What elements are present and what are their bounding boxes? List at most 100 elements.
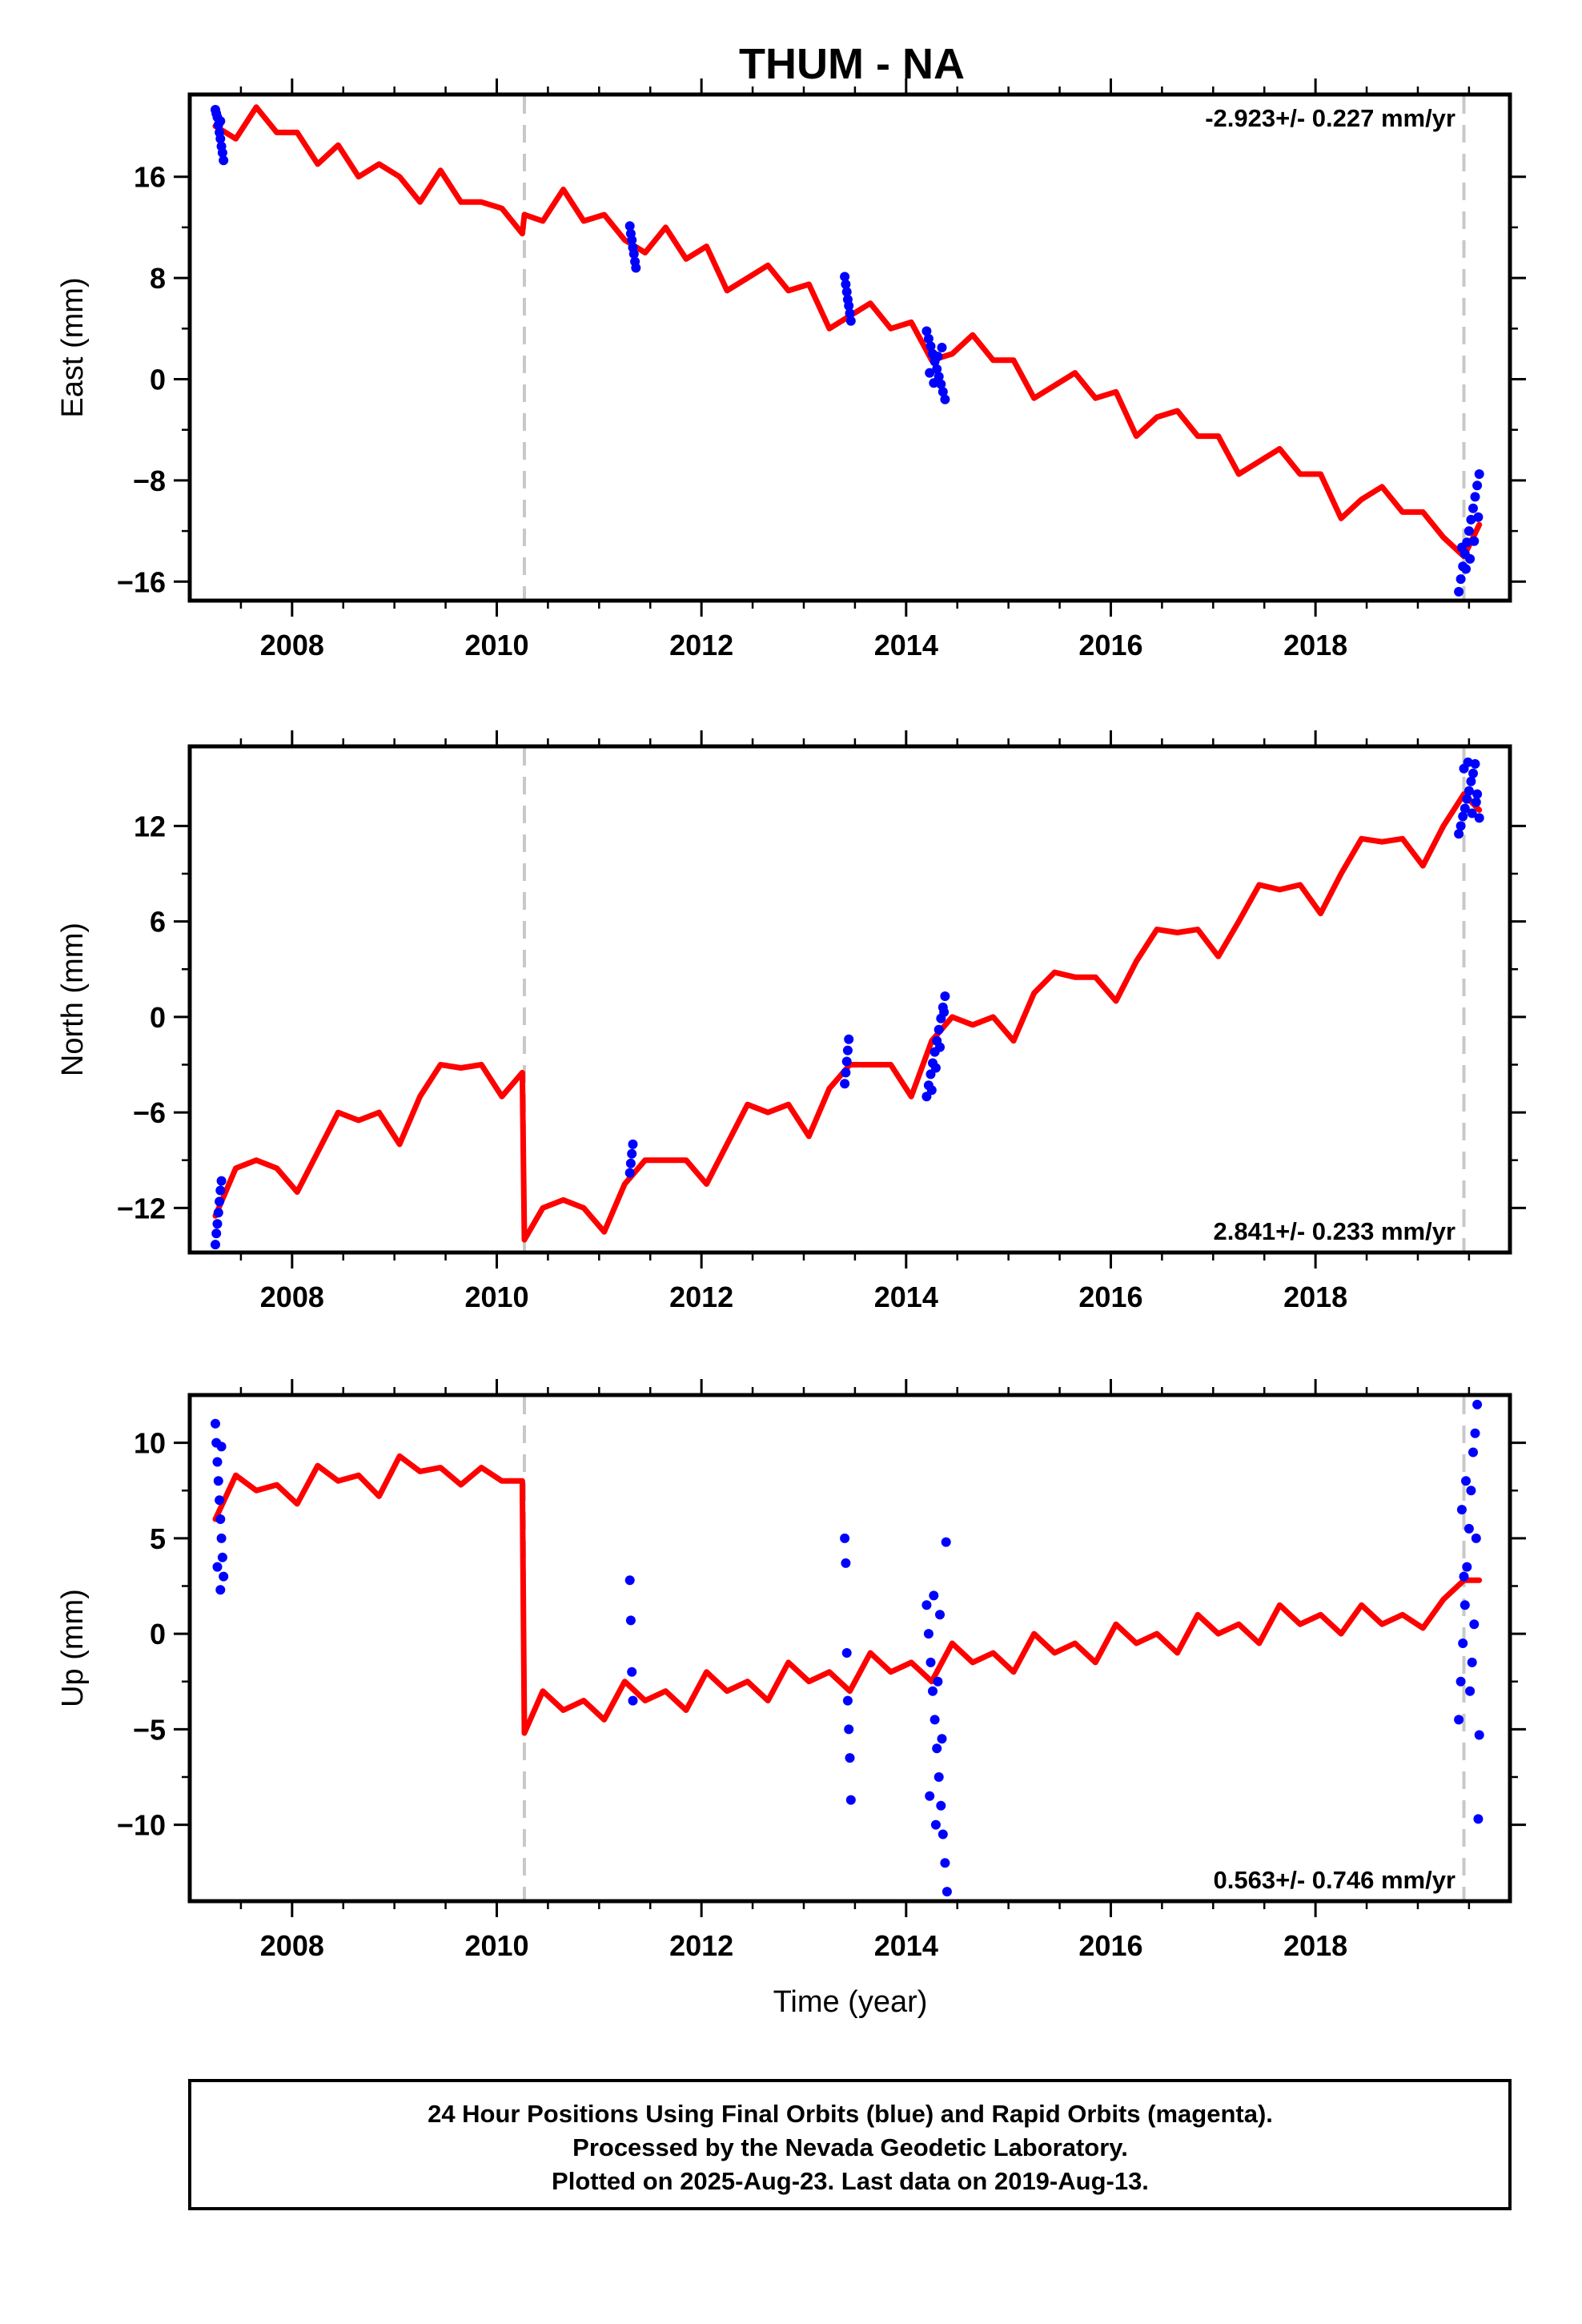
position-point: [1474, 469, 1484, 479]
position-point: [840, 1079, 850, 1089]
position-point: [844, 300, 854, 311]
position-point: [627, 1667, 637, 1677]
position-point: [940, 394, 950, 404]
velocity-label: 0.563+/- 0.746 mm/yr: [1214, 1866, 1456, 1894]
x-tick-label: 2018: [1283, 629, 1347, 661]
position-point: [939, 1007, 950, 1017]
position-point: [841, 1068, 851, 1078]
position-point: [1473, 1814, 1484, 1824]
position-point: [215, 134, 226, 144]
figure-title: THUM - NA: [739, 40, 965, 88]
position-point: [841, 279, 851, 289]
x-tick-label: 2018: [1283, 1281, 1347, 1313]
position-point: [216, 1533, 227, 1543]
position-point: [932, 364, 942, 374]
x-tick-label: 2008: [260, 1929, 324, 1962]
position-point: [213, 1208, 223, 1218]
footer-line-3: Plotted on 2025-Aug-23. Last data on 201…: [552, 2167, 1149, 2195]
position-point: [929, 378, 939, 388]
position-point: [624, 1168, 635, 1178]
position-point: [1473, 512, 1484, 522]
position-point: [1460, 803, 1470, 814]
position-point: [628, 249, 639, 259]
position-point: [1469, 536, 1480, 546]
position-point: [840, 271, 850, 282]
position-point: [1456, 574, 1466, 585]
y-tick-label: 0: [150, 1001, 166, 1034]
position-point: [1466, 514, 1476, 525]
position-point: [845, 1753, 855, 1763]
position-point: [1470, 492, 1480, 502]
position-point: [941, 1537, 951, 1547]
position-point: [215, 1196, 225, 1207]
position-point: [940, 1858, 950, 1868]
position-point: [1467, 808, 1477, 818]
y-axis-label: North (mm): [56, 923, 90, 1076]
position-point: [841, 1648, 852, 1658]
y-tick-label: 8: [150, 262, 166, 295]
position-point: [1464, 786, 1474, 796]
model-fit-line: [212, 791, 1483, 1243]
north-panel: 2008 2010 2012 2014 2016 2018 −12 −6 0 6 12 2.841+/…: [56, 730, 1526, 1313]
position-point: [1474, 813, 1484, 823]
position-point: [932, 1743, 942, 1754]
position-point: [923, 333, 934, 344]
position-point: [215, 1585, 226, 1595]
position-point: [1458, 1638, 1468, 1648]
x-tick-label: 2012: [669, 1281, 733, 1313]
position-point: [215, 116, 226, 127]
x-tick-label: 2010: [464, 1929, 528, 1962]
position-point: [1454, 829, 1464, 839]
position-point: [1461, 564, 1471, 574]
position-point: [841, 287, 852, 297]
position-point: [212, 1562, 223, 1572]
position-point: [213, 1476, 223, 1486]
position-point: [926, 1657, 936, 1667]
x-tick-label: 2014: [874, 1929, 938, 1962]
position-point: [933, 352, 943, 362]
position-point: [1474, 1730, 1484, 1740]
position-point: [627, 1148, 637, 1159]
position-point: [841, 1558, 851, 1568]
position-point: [624, 1575, 635, 1586]
x-tick-label: 2008: [260, 629, 324, 661]
position-point: [934, 1024, 944, 1035]
model-fit-line: [212, 104, 1483, 560]
x-tick-label: 2012: [669, 1929, 733, 1962]
up-panel: 2008 2010 2012 2014 2016 2018 −10 −5 0 5 10 0.563+/…: [56, 1379, 1526, 2019]
x-tick-label: 2016: [1078, 1281, 1142, 1313]
position-point: [926, 1085, 937, 1096]
position-point: [936, 1800, 946, 1811]
position-point: [631, 263, 641, 273]
position-point: [1463, 757, 1473, 767]
position-point: [625, 1615, 636, 1626]
y-tick-label: 0: [150, 364, 166, 396]
y-tick-label: 12: [134, 810, 166, 842]
x-tick-label: 2010: [464, 629, 528, 661]
position-point: [624, 221, 635, 231]
position-point: [1472, 789, 1483, 799]
y-tick-label: −6: [133, 1096, 166, 1129]
position-point: [935, 1042, 945, 1052]
position-point: [930, 1819, 941, 1830]
position-point: [921, 1600, 932, 1610]
position-point: [938, 1829, 948, 1839]
y-tick-label: −16: [117, 565, 166, 598]
position-point: [1471, 797, 1481, 807]
position-point: [841, 1056, 852, 1067]
position-point: [1470, 1428, 1480, 1438]
footer-line-1: 24 Hour Positions Using Final Orbits (bl…: [428, 2100, 1273, 2128]
footer-caption-box: 24 Hour Positions Using Final Orbits (bl…: [188, 2079, 1512, 2210]
position-point: [625, 1158, 636, 1168]
position-point: [219, 1571, 229, 1582]
plot-frame: [187, 1393, 1512, 1904]
position-point: [1471, 1533, 1481, 1543]
x-tick-label: 2014: [874, 629, 938, 661]
position-point: [1456, 821, 1466, 831]
position-point: [929, 1590, 939, 1601]
position-point: [1464, 1523, 1474, 1534]
y-tick-label: 16: [134, 161, 166, 194]
position-point: [1472, 480, 1483, 491]
model-fit-line: [212, 1453, 1483, 1736]
position-point: [921, 326, 932, 336]
